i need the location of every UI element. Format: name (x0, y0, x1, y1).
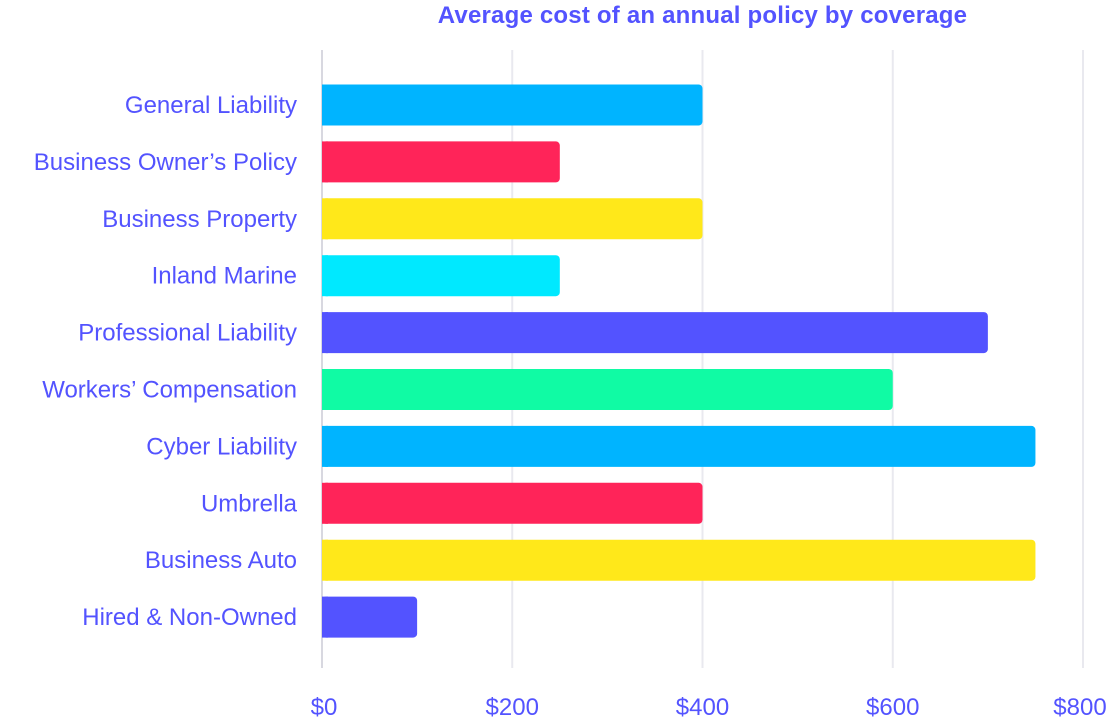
bar-left-edge (322, 312, 328, 354)
bar-left-edge (322, 141, 328, 183)
category-label: Business Property (102, 206, 297, 233)
bar-left-edge (322, 425, 328, 467)
category-labels: General Liability Business Owner’s Policy… (34, 92, 298, 631)
bars (322, 84, 1036, 638)
category-label: Inland Marine (152, 263, 297, 290)
category-label: Business Owner’s Policy (34, 149, 297, 176)
bar-umbrella (322, 482, 703, 524)
category-label: Umbrella (201, 490, 298, 517)
category-label: Workers’ Compensation (42, 377, 297, 404)
x-tick-label: $800 (1053, 694, 1106, 721)
bar-general-liability (322, 84, 703, 126)
category-label: Hired & Non-Owned (82, 604, 297, 631)
bar-business-property (322, 198, 703, 240)
bar-left-edge (322, 596, 328, 638)
bar-business-owner-s-policy (322, 141, 560, 183)
bar-left-edge (322, 198, 328, 240)
category-label: Cyber Liability (146, 433, 297, 460)
category-label: Professional Liability (78, 320, 297, 347)
bar-left-edge (322, 84, 328, 126)
x-tick-label: $600 (866, 694, 919, 721)
bar-left-edge (322, 482, 328, 524)
category-label: General Liability (125, 92, 297, 119)
x-axis-tick-labels: $0 $200 $400 $600 $800 (311, 694, 1107, 721)
bar-cyber-liability (322, 425, 1036, 467)
bar-workers-compensation (322, 369, 893, 410)
chart-title: Average cost of an annual policy by cove… (437, 2, 968, 29)
bar-left-edge (322, 539, 328, 581)
x-tick-label: $200 (486, 694, 539, 721)
bar-business-auto (322, 539, 1036, 581)
bar-left-edge (322, 369, 328, 410)
x-tick-label: $0 (311, 694, 338, 721)
bar-left-edge (322, 255, 328, 297)
category-label: Business Auto (145, 547, 297, 574)
bar-professional-liability (322, 312, 988, 354)
bar-hired-non-owned (322, 596, 418, 638)
bar-inland-marine (322, 255, 560, 297)
x-tick-label: $400 (676, 694, 729, 721)
